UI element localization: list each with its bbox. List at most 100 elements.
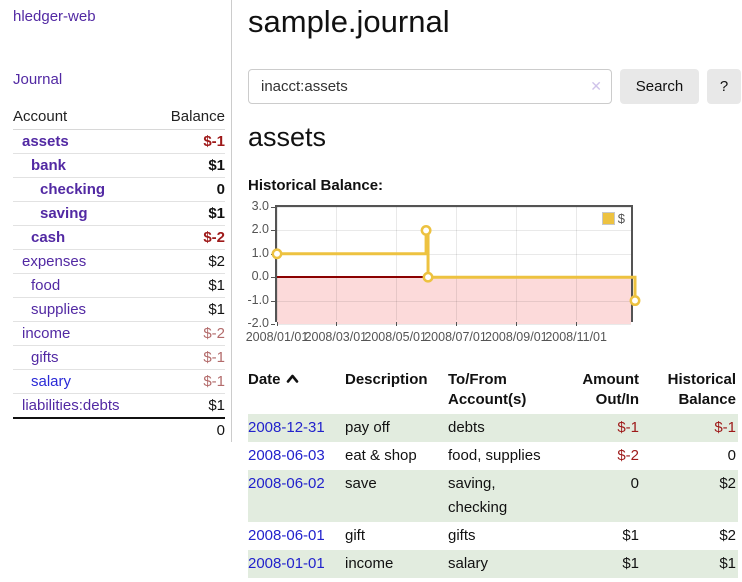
y-axis-tick-label: 2.0 [251, 222, 269, 237]
account-link[interactable]: assets [22, 133, 69, 150]
chart-data-point[interactable] [422, 271, 434, 283]
account-balance: $-2 [203, 229, 225, 246]
account-balance: $-1 [203, 373, 225, 390]
chart-data-point[interactable] [629, 295, 641, 307]
help-button[interactable]: ? [707, 69, 741, 104]
chart-data-point[interactable] [271, 248, 283, 260]
chart-gridline [277, 207, 631, 208]
account-balance: $1 [208, 205, 225, 222]
chart-legend: $ [601, 211, 625, 226]
account-row: checking 0 [13, 178, 225, 202]
account-heading: assets [248, 122, 327, 152]
transaction-accounts-cell: salary [448, 555, 489, 572]
transaction-description-cell: eat & shop [345, 447, 417, 464]
transaction-amount-cell: $-1 [617, 419, 639, 436]
table-row[interactable]: 2008-06-02 save saving, checking 0 $2 [248, 470, 738, 522]
table-row[interactable]: 2008-01-01 income salary $1 $1 [248, 550, 738, 578]
account-row: supplies $1 [13, 298, 225, 322]
transaction-date-cell: 2008-06-01 [248, 522, 345, 550]
transaction-accounts-cell: debts [448, 419, 485, 436]
account-balance: $1 [208, 301, 225, 318]
legend-label: $ [617, 211, 625, 226]
chart-tickmark [576, 322, 578, 326]
transaction-accounts-cell: food, supplies [448, 447, 541, 464]
account-link[interactable]: salary [31, 373, 72, 390]
account-balance: $-1 [203, 349, 225, 366]
search-button[interactable]: Search [620, 69, 699, 104]
transaction-accounts-cell: gifts [448, 527, 476, 544]
chart-data-point[interactable] [420, 224, 432, 236]
chart-gridline [455, 207, 457, 320]
balance-column-header: Historical Balance [667, 371, 736, 408]
transaction-description-cell: save [345, 475, 377, 492]
table-row[interactable]: 2008-06-01 gift gifts $1 $2 [248, 522, 738, 550]
y-axis-tick-label: -1.0 [247, 292, 269, 307]
transaction-accounts-cell: saving, checking [448, 475, 508, 516]
transaction-description-cell: income [345, 555, 394, 572]
chart-tickmark [395, 322, 397, 326]
account-row: bank $1 [13, 154, 225, 178]
chart-title: Historical Balance: [248, 177, 384, 194]
transaction-date-link[interactable]: 2008-01-01 [248, 555, 325, 572]
account-row: saving $1 [13, 202, 225, 226]
transaction-date-cell: 2008-06-02 [248, 470, 345, 522]
table-row[interactable]: 2008-06-03 eat & shop food, supplies $-2 0 [248, 442, 738, 470]
x-axis-tick-label: 2008/11/01 [545, 330, 607, 344]
account-link[interactable]: saving [40, 205, 88, 222]
brand-link[interactable]: hledger-web [13, 8, 96, 25]
chart-tickmark [335, 322, 337, 326]
account-balance: $1 [208, 397, 225, 414]
accounts-table: Account Balance assets $-1 bank $1 checking 0… [13, 104, 225, 441]
x-axis-tick-label: 2008/07/01 [424, 330, 487, 344]
account-link[interactable]: checking [40, 181, 106, 198]
account-link[interactable]: liabilities:debts [22, 397, 120, 414]
chart-gridline [516, 207, 518, 320]
transaction-balance-cell: $2 [719, 527, 736, 544]
transaction-date-link[interactable]: 2008-06-02 [248, 475, 325, 492]
account-link[interactable]: supplies [31, 301, 87, 318]
clear-search-icon[interactable]: ✕ [590, 78, 602, 94]
transaction-date-link[interactable]: 2008-12-31 [248, 419, 325, 436]
search-input[interactable] [248, 69, 612, 104]
account-link[interactable]: expenses [22, 253, 87, 270]
amount-column-header: Amount Out/In [582, 371, 639, 408]
table-row[interactable]: 2008-12-31 pay off debts $-1 $-1 [248, 414, 738, 442]
account-row: assets $-1 [13, 130, 225, 154]
sidebar-item-journal[interactable]: Journal [13, 71, 63, 88]
x-axis-tick-label: 2008/05/01 [364, 330, 427, 344]
chart-gridline [576, 207, 578, 320]
chart-tickmark [271, 207, 275, 208]
chart-tickmark [277, 322, 278, 326]
page-title: sample.journal [248, 4, 450, 39]
chart-gridline [335, 207, 337, 320]
account-link[interactable]: food [31, 277, 61, 294]
transaction-date-link[interactable]: 2008-06-03 [248, 447, 325, 464]
transaction-amount-cell: 0 [630, 475, 639, 492]
account-row: salary $-1 [13, 370, 225, 394]
date-column-header[interactable]: Date [248, 368, 345, 412]
account-row: income $-2 [13, 322, 225, 346]
transaction-description-cell: gift [345, 527, 366, 544]
chart-negative-region [277, 277, 631, 324]
balance-column-header: Balance [170, 108, 225, 125]
search-form: ✕ Search ? [248, 69, 741, 104]
account-link[interactable]: cash [31, 229, 66, 246]
account-link[interactable]: bank [31, 157, 67, 174]
chart-plot-area[interactable]: 2008/01/01 2008/03/01 2008/05/01 2008/07/01… [246, 199, 641, 344]
x-axis-tick-label: 2008/01/01 [245, 330, 309, 344]
transaction-balance-cell: $1 [719, 555, 736, 572]
account-balance: 0 [216, 181, 225, 198]
account-link[interactable]: income [22, 325, 71, 342]
sort-ascending-icon [286, 370, 299, 390]
account-link[interactable]: gifts [31, 349, 59, 366]
transaction-description-cell: pay off [345, 419, 390, 436]
search-box: ✕ [248, 69, 612, 104]
transaction-date-link[interactable]: 2008-06-01 [248, 527, 325, 544]
x-axis-tick-label: 2008/03/01 [304, 330, 368, 344]
accounts-total-row: 0 [13, 417, 225, 441]
chart-tickmark [271, 230, 275, 232]
account-row: expenses $2 [13, 250, 225, 274]
chart-gridline [277, 300, 631, 302]
x-axis-tick-label: 2008/09/01 [485, 330, 548, 344]
